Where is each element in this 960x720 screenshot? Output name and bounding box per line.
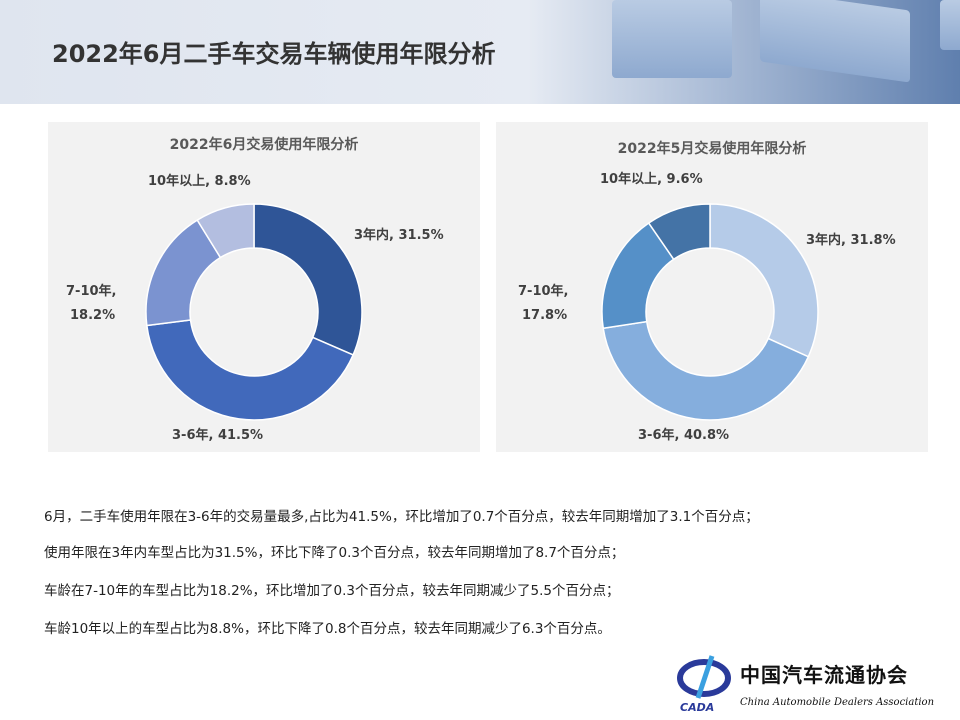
donut-may — [601, 203, 819, 421]
chart-title: 2022年5月交易使用年限分析 — [617, 141, 807, 157]
logo-cn: 中国汽车流通协会 — [740, 663, 908, 687]
decorative-cube — [940, 0, 960, 50]
summary-paragraph: 车龄在7-10年的车型占比为18.2%，环比增加了0.3个百分点，较去年同期减少… — [44, 583, 620, 599]
header-banner — [0, 0, 960, 104]
decorative-cube — [612, 0, 732, 78]
summary-paragraph: 使用年限在3年内车型占比为31.5%，环比下降了0.3个百分点，较去年同期增加了… — [44, 545, 625, 561]
data-label: 3-6年, 41.5% — [172, 428, 264, 443]
summary-paragraph: 6月，二手车使用年限在3-6年的交易量最多,占比为41.5%，环比增加了0.7个… — [44, 509, 759, 525]
data-label: 3-6年, 40.8% — [638, 428, 730, 443]
decorative-cube — [760, 0, 910, 83]
donut-slice-3年内 — [253, 203, 363, 356]
cada-logo-icon: CADA — [677, 655, 731, 714]
chart-may: 2022年5月交易使用年限分析 3年内, 31.8% 3-6年, 40.8% 7… — [496, 122, 928, 452]
data-label: 18.2% — [70, 308, 116, 323]
data-label: 3年内, 31.8% — [806, 233, 896, 248]
data-label: 3年内, 31.5% — [354, 228, 444, 243]
donut-slice-3-6年 — [602, 320, 810, 421]
donut-slice-3年内 — [709, 203, 819, 358]
data-label: 10年以上, 8.8% — [148, 174, 251, 189]
page-title: 2022年6月二手车交易车辆使用年限分析 — [52, 40, 496, 68]
summary-paragraph: 车龄10年以上的车型占比为8.8%，环比下降了0.8个百分点，较去年同期减少了6… — [44, 621, 611, 637]
data-label: 7-10年, — [66, 284, 117, 299]
cada-logo: CADA 中国汽车流通协会 China Automobile Dealers A… — [676, 652, 960, 716]
data-label: 10年以上, 9.6% — [600, 172, 703, 187]
chart-title: 2022年6月交易使用年限分析 — [169, 137, 359, 153]
chart-june: 2022年6月交易使用年限分析 3年内, 31.5% 3-6年, 41.5% 7… — [48, 122, 480, 452]
data-label: 7-10年, — [518, 284, 569, 299]
donut-slice-3-6年 — [146, 319, 355, 421]
donut-slice-10年以上 — [196, 203, 255, 259]
data-label: 17.8% — [522, 308, 568, 323]
logo-abbr: CADA — [680, 701, 714, 714]
donut-june — [145, 203, 363, 421]
logo-en: China Automobile Dealers Association — [740, 697, 935, 708]
donut-slice-10年以上 — [647, 203, 711, 261]
